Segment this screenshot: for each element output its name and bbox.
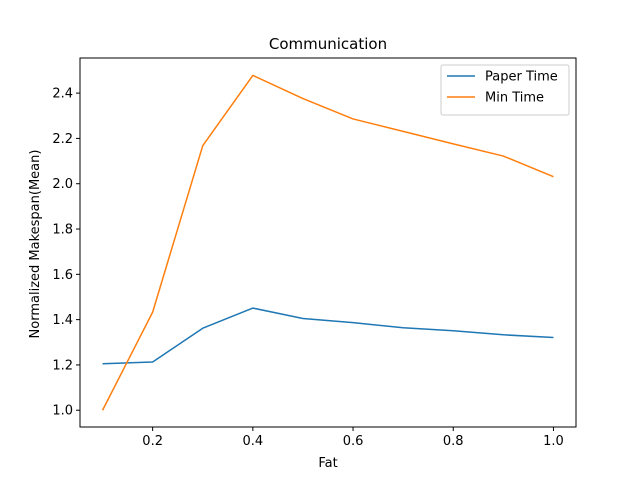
chart-title: Communication: [269, 35, 387, 53]
y-tick-label: 1.8: [52, 223, 73, 238]
plot-frame: [79, 57, 577, 428]
y-tick-label: 2.0: [52, 177, 73, 192]
x-axis-label: Fat: [318, 456, 337, 471]
y-tick-label: 2.4: [52, 87, 73, 102]
legend-box: [440, 64, 570, 116]
series-line-paper-time: [102, 307, 554, 365]
x-tick-label: 0.4: [243, 434, 264, 449]
plot-lines: [101, 74, 554, 411]
y-tick-label: 1.6: [52, 268, 73, 283]
y-axis-label: Normalized Makespan(Mean): [28, 150, 43, 339]
y-tick-label: 2.2: [52, 132, 73, 147]
x-tick-label: 0.8: [443, 434, 464, 449]
x-axis: 0.2 0.4 0.6 0.8 1.0: [142, 427, 564, 449]
y-tick-label: 1.4: [52, 313, 73, 328]
y-axis: 1.0 1.2 1.4 1.6 1.8 2.0 2.2 2.4: [52, 87, 80, 419]
legend: Paper Time Min Time: [440, 64, 570, 116]
x-tick-label: 1.0: [543, 434, 564, 449]
series-line-min-time: [101, 74, 554, 411]
legend-label-paper-time: Paper Time: [485, 70, 558, 85]
x-tick-label: 0.2: [142, 434, 163, 449]
y-tick-label: 1.2: [52, 358, 73, 373]
legend-label-min-time: Min Time: [485, 91, 544, 106]
x-tick-label: 0.6: [343, 434, 364, 449]
y-tick-label: 1.0: [52, 404, 73, 419]
